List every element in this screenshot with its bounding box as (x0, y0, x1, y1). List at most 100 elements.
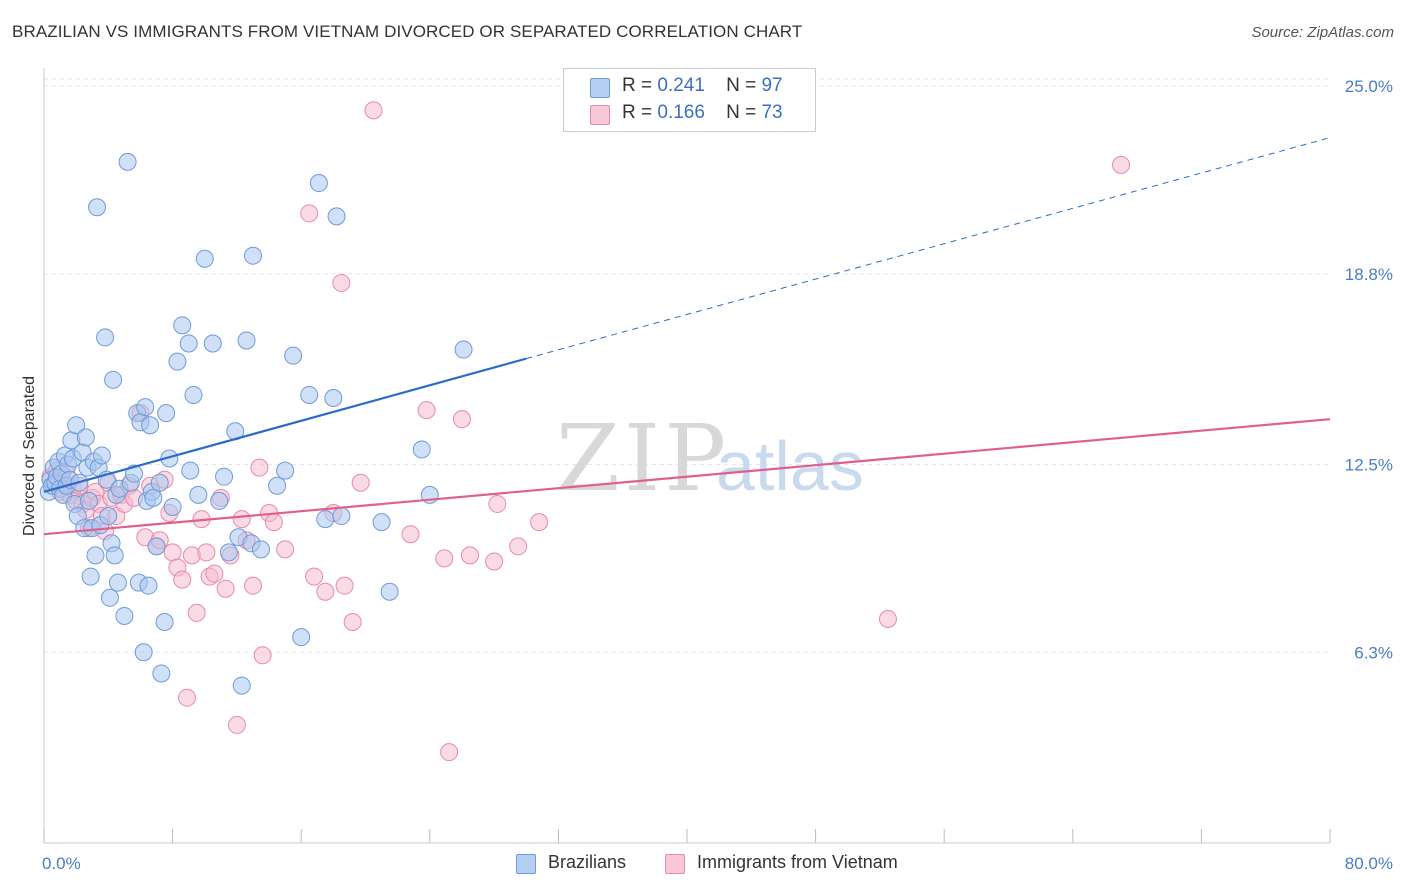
vietnam-point-32 (163, 543, 182, 562)
brazilian-point-66 (179, 334, 198, 353)
vietnam-point-66 (452, 410, 471, 429)
n-label: N = (726, 102, 757, 123)
brazilian-point-96 (454, 340, 473, 359)
y-tick-labels: 6.3% 12.5% 18.8% 25.0% (1345, 77, 1393, 662)
vietnam-point-36 (182, 546, 201, 565)
brazilian-point-46 (125, 464, 144, 483)
brazilian-point-68 (184, 385, 203, 404)
brazilian-point-73 (215, 467, 234, 486)
vietnam-point-49 (250, 458, 269, 477)
brazilian-point-35 (99, 507, 118, 526)
vietnam-point-50 (253, 646, 272, 665)
r-label: R = (622, 75, 653, 96)
vietnam-point-53 (276, 540, 295, 559)
chart-source: Source: ZipAtlas.com (1251, 24, 1394, 41)
legend-text-brazilians: R = 0.241 N = 97 (622, 75, 783, 97)
brazilian-point-44 (118, 152, 137, 171)
vietnam-point-46 (232, 510, 251, 529)
brazilian-point-51 (136, 398, 155, 417)
vietnam-point-71 (530, 513, 549, 532)
r-label: R = (622, 102, 653, 123)
brazilian-point-64 (168, 352, 187, 371)
brazilian-point-83 (276, 461, 295, 480)
bottom-legend-label: Brazilians (548, 852, 627, 872)
brazilian-point-90 (332, 507, 351, 526)
brazilians-trend-extension (526, 137, 1331, 360)
y-tick-label-1: 12.5% (1345, 456, 1393, 475)
vietnam-point-39 (197, 543, 216, 562)
brazilian-point-43 (115, 606, 134, 625)
vietnam-point-52 (264, 513, 283, 532)
brazilian-point-67 (181, 461, 200, 480)
x-ticks (43, 829, 1331, 843)
brazilian-point-61 (157, 404, 176, 423)
brazilian-point-88 (316, 510, 335, 529)
brazilian-point-63 (163, 497, 182, 516)
vietnam-point-72 (440, 743, 459, 762)
vietnam-point-59 (335, 576, 354, 595)
vietnam-point-45 (227, 715, 246, 734)
trend-lines (43, 137, 1331, 536)
brazilian-point-74 (219, 543, 238, 562)
bottom-legend-label: Immigrants from Vietnam (697, 852, 898, 872)
brazilian-point-77 (232, 676, 251, 695)
brazilian-point-59 (152, 664, 171, 683)
brazilian-point-89 (327, 207, 346, 226)
legend-text-vietnam: R = 0.166 N = 73 (622, 102, 783, 124)
brazilian-point-38 (104, 370, 123, 389)
brazilian-point-57 (147, 537, 166, 556)
vietnam-point-62 (364, 101, 383, 120)
brazilian-point-80 (243, 246, 262, 265)
watermark-atlas: atlas (716, 427, 864, 505)
brazilian-point-71 (203, 334, 222, 353)
brazilian-point-91 (324, 388, 343, 407)
brazilian-point-65 (173, 316, 192, 335)
vietnam-trend-line (43, 418, 1331, 536)
brazilians-trend-line (43, 357, 527, 493)
vietnam-point-35 (178, 688, 197, 707)
correlation-legend: R = 0.241 N = 97 R = 0.166 N = 73 (563, 68, 816, 132)
r-value: 0.166 (657, 102, 705, 123)
brazilian-point-81 (252, 540, 271, 559)
vietnam-point-54 (300, 204, 319, 223)
brazilian-point-41 (108, 573, 127, 592)
brazilian-point-87 (309, 174, 328, 193)
vietnam-point-69 (488, 494, 507, 513)
brazilian-point-17 (67, 416, 86, 435)
y-tick-label-3: 25.0% (1345, 77, 1393, 96)
vietnam-point-43 (216, 579, 235, 598)
y-tick-label-0: 6.3% (1354, 643, 1393, 662)
brazilian-point-69 (189, 485, 208, 504)
brazilian-point-39 (105, 546, 124, 565)
n-value: 97 (761, 75, 783, 96)
vietnam-point-55 (305, 567, 324, 586)
brazilian-point-58 (150, 473, 169, 492)
brazilians-swatch (516, 854, 536, 874)
brazilian-point-84 (284, 346, 303, 365)
brazilian-point-70 (195, 249, 214, 268)
vietnam-swatch (590, 105, 610, 125)
vietnam-point-64 (417, 401, 436, 420)
brazilian-point-50 (134, 643, 153, 662)
vietnam-point-63 (401, 525, 420, 544)
brazilian-point-56 (144, 488, 163, 507)
brazilians-swatch (590, 78, 610, 98)
vietnam-point-65 (435, 549, 454, 568)
x-tick-label-0: 0.0% (42, 854, 81, 873)
vietnam-point-34 (173, 570, 192, 589)
gridlines (44, 78, 1330, 653)
x-tick-labels: 0.0% 80.0% (42, 854, 1393, 873)
brazilian-point-92 (372, 513, 391, 532)
vietnam-point-61 (351, 473, 370, 492)
vietnam-point-41 (205, 564, 224, 583)
y-axis-label: Divorced or Separated (21, 376, 38, 536)
brazilian-point-28 (86, 546, 105, 565)
x-tick-label-1: 80.0% (1345, 854, 1393, 873)
vietnam-point-60 (343, 613, 362, 632)
vietnam-point-68 (485, 552, 504, 571)
vietnam-point-56 (316, 582, 335, 601)
brazilian-point-53 (139, 576, 158, 595)
brazilian-point-36 (100, 588, 119, 607)
brazilian-point-82 (268, 476, 287, 495)
